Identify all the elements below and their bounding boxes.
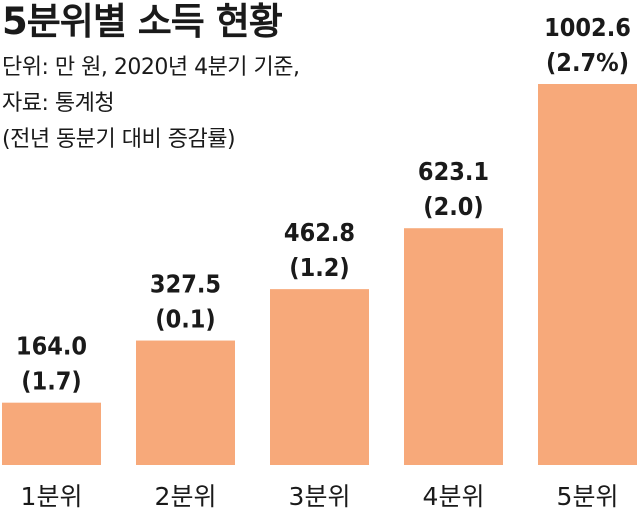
bar-q5 (538, 84, 637, 465)
chart-title: 5분위별 소득 현황 (2, 0, 283, 43)
value-label-q1: 164.0 (16, 332, 87, 361)
bar-q1 (2, 402, 101, 465)
source-note: 자료: 통계청 (2, 91, 115, 116)
category-label-q4: 4분위 (423, 482, 485, 511)
change-note: (전년 동분기 대비 증감률) (2, 127, 236, 152)
change-label-q3: (1.2) (289, 253, 349, 282)
change-label-q5: (2.7%) (546, 48, 629, 77)
bar-q3 (270, 289, 369, 465)
value-label-q4: 623.1 (418, 157, 489, 186)
value-label-q5: 1002.6 (544, 13, 631, 42)
category-label-q1: 1분위 (21, 482, 83, 511)
change-label-q4: (2.0) (423, 192, 483, 221)
unit-note: 단위: 만 원, 2020년 4분기 기준, (2, 55, 300, 80)
change-label-q2: (0.1) (155, 305, 215, 334)
bar-q2 (136, 340, 235, 465)
category-label-q3: 3분위 (289, 482, 351, 511)
category-label-q5: 5분위 (557, 482, 619, 511)
value-label-q2: 327.5 (150, 270, 221, 299)
value-label-q3: 462.8 (284, 218, 355, 247)
category-label-q2: 2분위 (155, 482, 217, 511)
bar-q4 (404, 228, 503, 465)
change-label-q1: (1.7) (21, 367, 81, 396)
